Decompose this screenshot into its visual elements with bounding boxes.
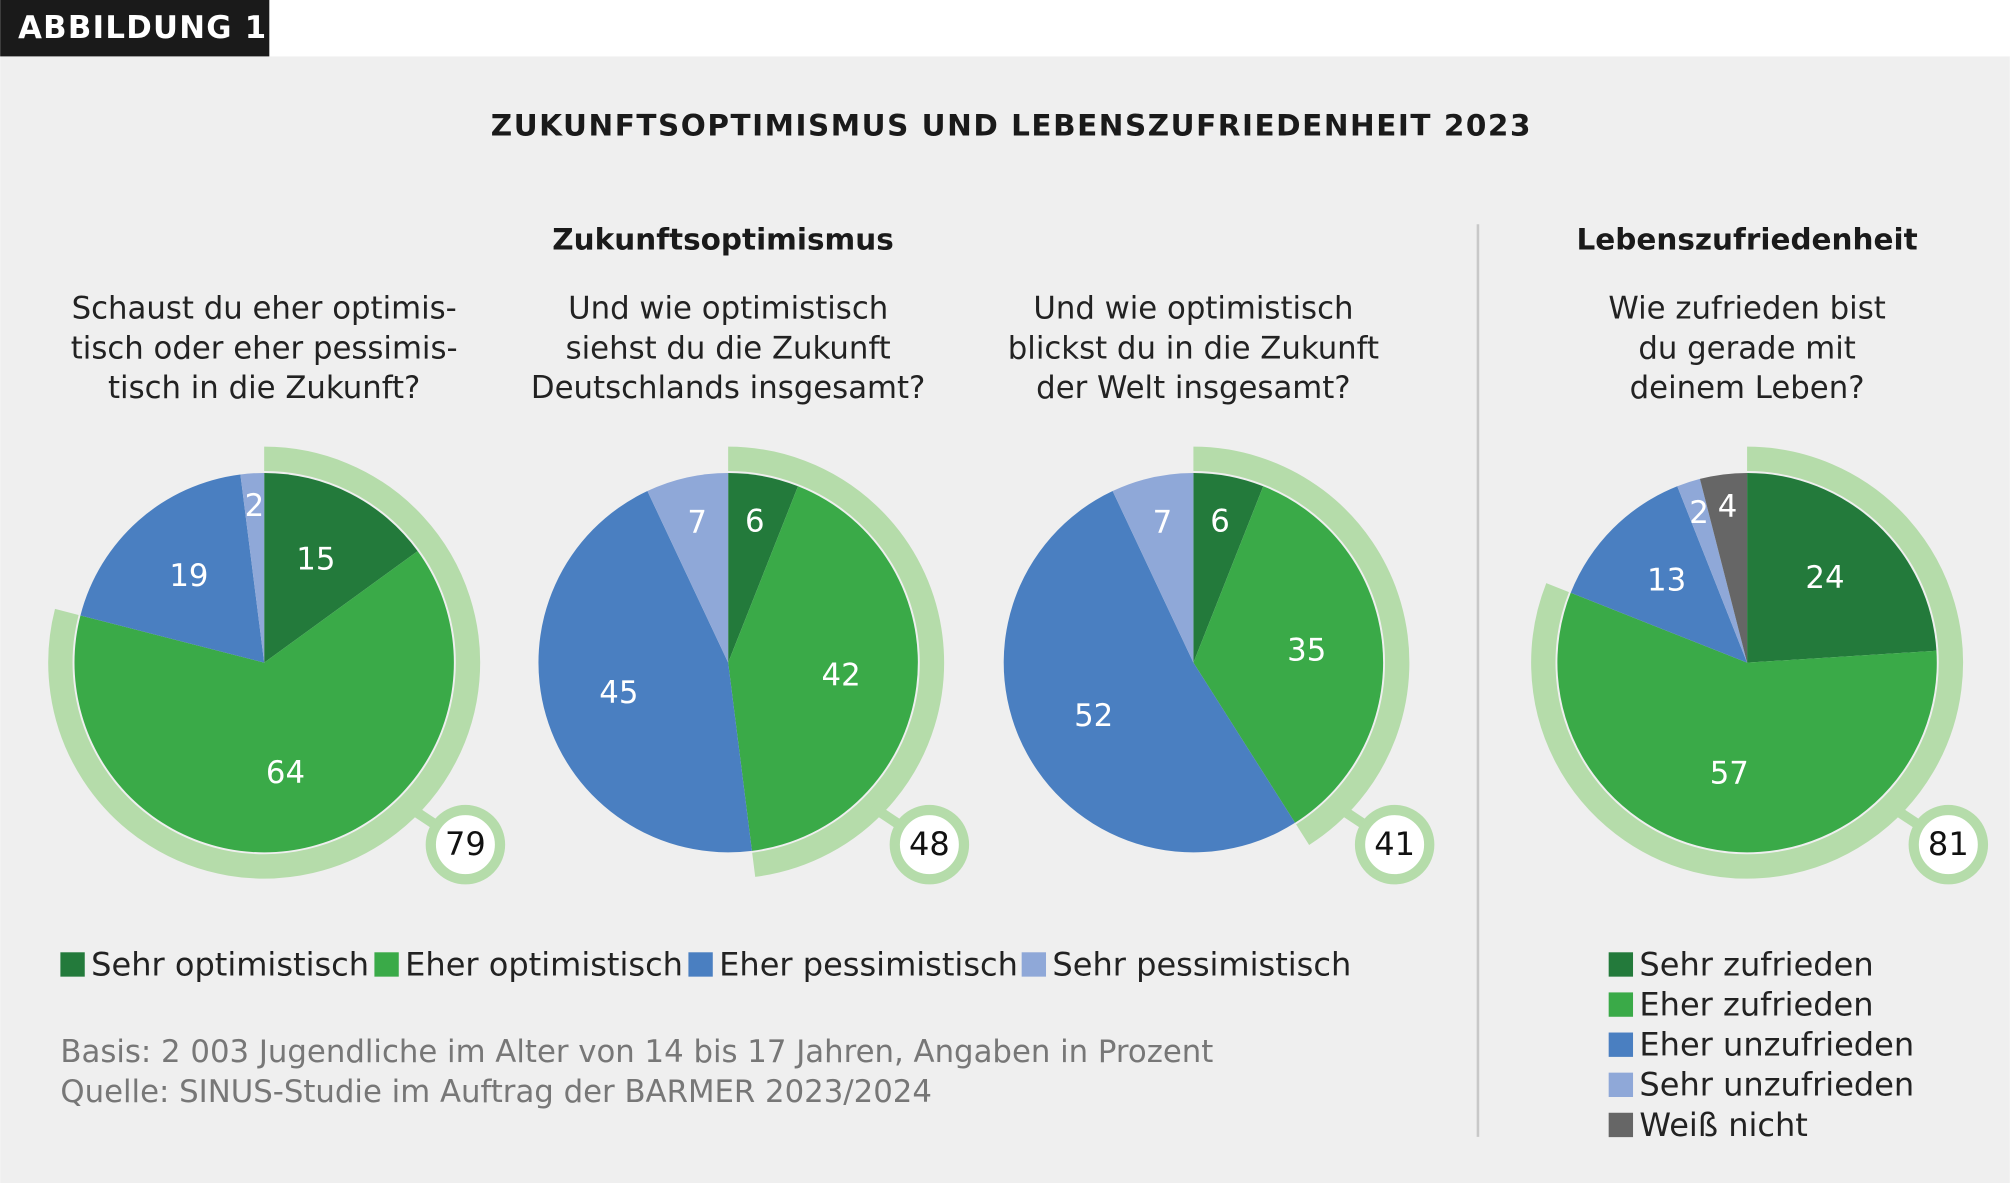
total-bubble: [425, 804, 506, 885]
legend-swatch: [1608, 1032, 1634, 1057]
total-ring: [48, 446, 481, 879]
legend-label: Sehr zufrieden: [1639, 945, 1873, 983]
value-label: 35: [1287, 632, 1326, 668]
legend-swatch: [1608, 1072, 1634, 1097]
slice: [538, 490, 752, 853]
value-label: 57: [1710, 756, 1749, 792]
legend-swatch: [60, 952, 85, 977]
question: blickst du in die Zukunft: [1008, 330, 1379, 366]
value-label: 15: [296, 542, 335, 578]
total-bubble: [889, 804, 970, 885]
note: Quelle: SINUS-Studie im Auftrag der BARM…: [60, 1074, 932, 1110]
badge: ABBILDUNG 1: [18, 10, 267, 46]
total-bubble: [1354, 804, 1435, 885]
slice: [74, 551, 454, 853]
slice: [1747, 472, 1937, 663]
question: du gerade mit: [1638, 330, 1855, 366]
total-label: 48: [909, 825, 950, 863]
legend-swatch: [688, 952, 713, 977]
legend-label: Sehr optimistisch: [91, 945, 369, 983]
value-label: 64: [266, 755, 305, 791]
value-label: 4: [1718, 489, 1738, 525]
legend-label: Sehr pessimistisch: [1052, 945, 1351, 983]
legend-label: Sehr unzufrieden: [1639, 1066, 1914, 1104]
legend-label: Eher optimistisch: [405, 945, 683, 983]
total-label: 81: [1928, 825, 1969, 863]
value-label: 7: [1153, 504, 1173, 540]
total-ring: [1531, 446, 1964, 879]
question: deinem Leben?: [1630, 370, 1865, 406]
total-ring: [728, 446, 945, 877]
title: ZUKUNFTSOPTIMISMUS UND LEBENSZUFRIEDENHE…: [491, 108, 1532, 142]
value-label: 7: [687, 504, 707, 540]
slice: [728, 486, 918, 851]
value-label: 13: [1647, 563, 1686, 599]
slice: [728, 472, 798, 663]
legend-swatch: [1608, 1112, 1634, 1138]
group-title: Lebenszufriedenheit: [1577, 222, 1918, 256]
slice: [647, 472, 729, 663]
slice: [1193, 486, 1384, 823]
value-label: 42: [822, 657, 861, 693]
legend-label: Weiß nicht: [1639, 1106, 1807, 1144]
badge-box: [0, 0, 270, 57]
value-label: 19: [169, 558, 208, 594]
question: Wie zufrieden bist: [1608, 291, 1885, 327]
question: der Welt insgesamt?: [1036, 370, 1350, 406]
slice: [1677, 478, 1748, 663]
total-label: 79: [445, 825, 486, 863]
question: tisch in die Zukunft?: [108, 370, 420, 406]
legend-label: Eher pessimistisch: [719, 945, 1018, 983]
value-label: 2: [1689, 495, 1709, 531]
slice: [80, 474, 265, 663]
legend-swatch: [374, 952, 399, 977]
value-label: 2: [245, 488, 265, 524]
question: siehst du die Zukunft: [566, 330, 891, 366]
value-label: 52: [1074, 698, 1113, 734]
note: Basis: 2 003 Jugendliche im Alter von 14…: [60, 1034, 1213, 1070]
total-bubble: [1908, 804, 1989, 885]
total-ring: [1193, 446, 1410, 845]
question: Schaust du eher optimis-: [72, 291, 457, 327]
slice: [1003, 490, 1296, 853]
value-label: 6: [745, 503, 765, 539]
slice: [1193, 472, 1264, 663]
legend-swatch: [1608, 952, 1634, 977]
slice: [264, 472, 418, 663]
legend-swatch: [1608, 992, 1634, 1017]
slice: [1699, 472, 1748, 663]
legend-label: Eher unzufrieden: [1639, 1026, 1914, 1064]
question: Und wie optimistisch: [1033, 291, 1353, 327]
legend-swatch: [1021, 952, 1047, 977]
question: Deutschlands insgesamt?: [531, 370, 925, 406]
value-label: 45: [599, 675, 638, 711]
legend-label: Eher zufrieden: [1639, 986, 1873, 1024]
slice: [1570, 486, 1748, 663]
total-label: 41: [1374, 825, 1415, 863]
value-label: 24: [1805, 560, 1844, 596]
question: Und wie optimistisch: [568, 291, 888, 327]
question: tisch oder eher pessimis-: [71, 330, 458, 366]
group-title: Zukunftsoptimismus: [552, 222, 893, 256]
value-label: 6: [1210, 503, 1230, 539]
slice: [1557, 592, 1937, 853]
slice: [1112, 472, 1194, 663]
slice: [240, 472, 265, 663]
